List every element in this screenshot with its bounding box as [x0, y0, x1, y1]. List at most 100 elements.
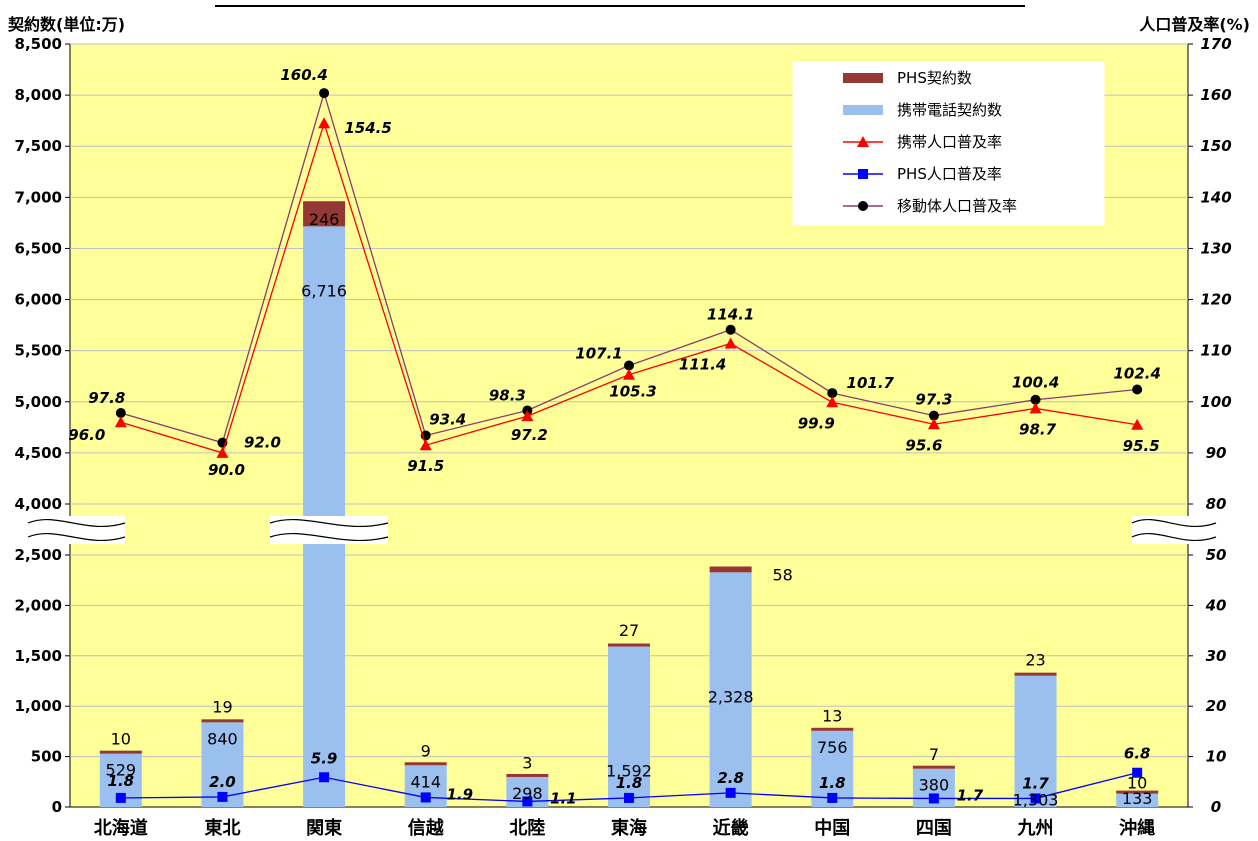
mobile-bar-value-label: 756: [817, 738, 848, 757]
phs-rate-marker: [420, 792, 431, 803]
left-tick-label: 2,500: [15, 546, 62, 564]
phs-bar: [1014, 672, 1057, 676]
phs-rate-marker: [827, 792, 838, 803]
x-category-label: 沖縄: [1119, 817, 1155, 839]
total-rate-label: 97.3: [915, 391, 952, 409]
legend-marker: [858, 201, 868, 211]
mobile-rate-label: 90.0: [208, 461, 245, 479]
mobile-rate-marker: [724, 337, 737, 349]
bar-axis-break-line: [269, 519, 389, 527]
legend-box: [792, 61, 1105, 226]
phs-bar: [506, 773, 549, 777]
phs-bar-value-label: 7: [929, 745, 939, 764]
mobile-bar: [1116, 793, 1159, 807]
total-rate-label: 101.7: [847, 374, 895, 392]
phs-bar-value-label: 13: [822, 706, 842, 725]
right-tick-label: 40: [1205, 596, 1227, 614]
phs-rate-marker: [1132, 767, 1143, 778]
total-rate-label: 102.4: [1113, 365, 1160, 383]
left-tick-label: 2,000: [15, 596, 62, 614]
right-axis-break-line: [1131, 518, 1217, 528]
legend-swatch: [843, 73, 883, 83]
phs-rate-label: 6.8: [1124, 745, 1151, 763]
total-rate-label: 92.0: [244, 434, 281, 452]
phs-rate-label: 1.8: [108, 772, 135, 790]
x-category-label: 四国: [916, 818, 952, 839]
left-tick-label: 7,500: [15, 137, 62, 155]
right-tick-label: 80: [1206, 495, 1227, 513]
mobile-rate-label: 96.0: [68, 426, 105, 444]
right-tick-label: 120: [1200, 291, 1231, 309]
bar-axis-break-line: [269, 533, 389, 541]
phs-rate-marker: [928, 793, 939, 804]
x-category-label: 九州: [1017, 818, 1054, 839]
right-tick-label: 140: [1200, 188, 1231, 206]
mobile-rate-marker: [1029, 402, 1042, 414]
legend-label: PHS契約数: [897, 69, 972, 87]
mobile-bar: [709, 572, 752, 807]
legend-label: 携帯電話契約数: [897, 101, 1002, 119]
phs-rate-marker: [217, 791, 228, 802]
left-tick-label: 1,500: [15, 647, 62, 665]
phs-bar: [912, 765, 955, 769]
mobile-rate-label: 91.5: [407, 457, 444, 475]
mobile-bar-value-label: 840: [207, 729, 238, 748]
mobile-rate-marker: [826, 396, 839, 408]
total-rate-marker: [827, 388, 838, 399]
right-tick-label: 90: [1206, 444, 1227, 462]
phs-bar: [303, 201, 346, 227]
total-rate-marker: [624, 360, 634, 371]
left-tick-label: 5,000: [15, 393, 62, 411]
mobile-bar-value-label: 529: [106, 761, 137, 780]
right-axis-title: 人口普及率(%): [1139, 15, 1250, 34]
mobile-rate-label: 95.6: [905, 436, 942, 454]
mobile-rate-label: 111.4: [679, 356, 726, 374]
phs-bar: [709, 566, 752, 573]
x-category-label: 信越: [408, 817, 445, 839]
right-axis-break-mask: [1132, 516, 1216, 544]
total-rate-label: 98.3: [489, 386, 526, 404]
total-rate-label: 160.4: [280, 66, 327, 84]
right-tick-label: 50: [1206, 546, 1227, 564]
total-rate-label: 114.1: [707, 306, 754, 324]
total-rate-marker: [1030, 394, 1041, 405]
mobile-rate-label: 95.5: [1123, 437, 1160, 455]
x-category-label: 中国: [814, 817, 850, 839]
phs-rate-marker: [1030, 793, 1041, 804]
mobile-bar-value-label: 2,328: [708, 687, 754, 706]
legend-label: 移動体人口普及率: [897, 197, 1017, 215]
phs-bar-value-label: 9: [421, 741, 431, 760]
phs-rate-marker: [319, 772, 330, 783]
mobile-rate-label: 99.9: [798, 414, 835, 432]
right-tick-label: 20: [1206, 697, 1227, 715]
x-category-label: 北海道: [94, 817, 148, 839]
mobile-bar: [1014, 675, 1057, 807]
phs-bar-value-label: 10: [1127, 774, 1147, 793]
mobile-rate-marker: [216, 446, 229, 458]
mobile-bar-value-label: 1,592: [606, 762, 652, 781]
right-tick-label: 100: [1200, 393, 1231, 411]
legend-marker: [858, 169, 868, 179]
mobile-rate-marker: [927, 418, 940, 430]
total-rate-label: 100.4: [1012, 374, 1059, 392]
x-category-label: 近畿: [713, 817, 749, 839]
phs-rate-label: 1.9: [446, 785, 473, 803]
mobile-rate-marker: [1131, 418, 1144, 430]
x-category-label: 東海: [611, 817, 647, 839]
mobile-rate-marker: [521, 410, 534, 422]
phs-rate-label: 1.7: [1022, 774, 1049, 792]
x-category-label: 関東: [306, 817, 342, 839]
phs-bar: [1116, 790, 1159, 794]
total-rate-marker: [725, 324, 736, 335]
mobile-rate-marker: [623, 368, 635, 380]
phs-bar-value-label: 3: [522, 754, 532, 773]
phs-rate-marker: [725, 787, 736, 798]
left-tick-label: 0: [52, 798, 62, 816]
right-tick-label: 130: [1200, 239, 1231, 257]
right-tick-label: 110: [1200, 342, 1231, 360]
mobile-rate-label: 105.3: [609, 383, 656, 401]
legend-marker: [857, 136, 869, 147]
bar-axis-break-mask: [270, 516, 388, 544]
